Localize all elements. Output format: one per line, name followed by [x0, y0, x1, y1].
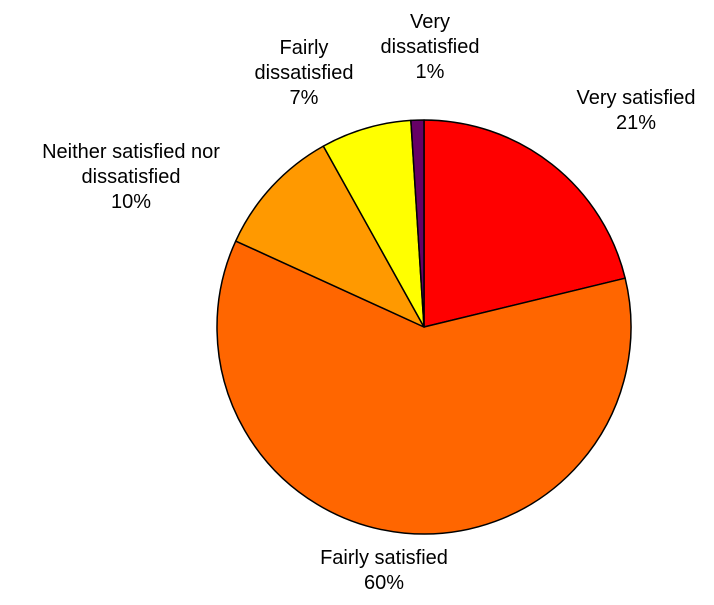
slice-category-label: dissatisfied	[255, 62, 354, 84]
slice-value-label: 21%	[616, 112, 656, 134]
slice-label-very-satisfied: Very satisfied 21%	[577, 87, 696, 134]
slice-category-label: Neither satisfied nor	[42, 141, 220, 163]
pie-slice-neither-satisfied-nor-dissatisfied	[234, 145, 425, 328]
slice-label-fairly-dissatisfied: Fairly dissatisfied 7%	[255, 37, 354, 109]
slice-value-label: 60%	[364, 572, 404, 594]
slice-label-neither-satisfied-nor-dissatisfied: Neither satisfied nor dissatisfied 10%	[42, 141, 220, 213]
slice-value-label: 10%	[111, 191, 151, 213]
pie-slices	[216, 119, 632, 535]
slice-category-label: Very satisfied	[577, 87, 696, 109]
slice-category-label: Fairly satisfied	[320, 547, 448, 569]
slice-label-very-dissatisfied: Very dissatisfied 1%	[381, 11, 480, 83]
slice-value-label: 7%	[290, 87, 319, 109]
slice-category-label: Fairly	[280, 37, 329, 59]
slice-category-label: Very	[410, 11, 450, 33]
pie-labels: Very satisfied 21% Fairly satisfied 60% Neit…	[42, 11, 695, 594]
slice-category-label: dissatisfied	[381, 36, 480, 58]
slice-label-fairly-satisfied: Fairly satisfied 60%	[320, 547, 448, 594]
pie-slice-very-satisfied	[423, 119, 626, 328]
slice-category-label: dissatisfied	[82, 166, 181, 188]
pie-slice-very-dissatisfied	[410, 119, 425, 328]
pie-slice-fairly-satisfied	[216, 240, 632, 535]
slice-value-label: 1%	[416, 61, 445, 83]
